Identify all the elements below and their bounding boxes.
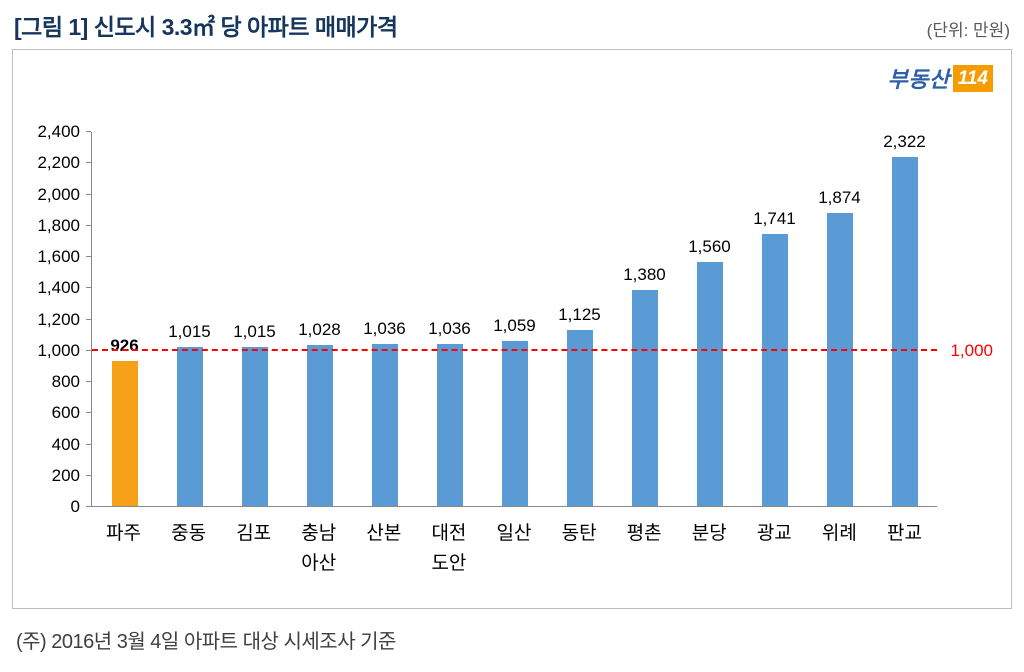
bar xyxy=(696,262,723,506)
bar-value-label: 1,015 xyxy=(233,322,276,342)
x-axis-label: 광교 xyxy=(756,523,792,544)
bar xyxy=(241,347,268,506)
brand-logo-badge: 114 xyxy=(952,64,993,92)
y-tick-label: 200 xyxy=(51,465,80,485)
bar-value-label: 1,015 xyxy=(168,322,211,342)
page-title: [그림 1] 신도시 3.3㎡ 당 아파트 매매가격 xyxy=(14,14,398,40)
bar-column: 1,741 xyxy=(742,132,807,506)
y-tick-label: 800 xyxy=(51,372,80,391)
bar-column: 1,015 xyxy=(222,132,287,506)
reference-line-label: 1,000 xyxy=(950,340,993,360)
brand-logo-text: 부동산 xyxy=(887,67,950,92)
y-tick-mark xyxy=(86,287,91,289)
bar xyxy=(436,344,463,506)
plot-outer: 926 1,015 1,015 1,028 1,036 1,036 1,059 1,125 1,… xyxy=(91,132,999,579)
y-tick-mark xyxy=(86,474,91,476)
bar-value-label: 1,874 xyxy=(818,188,861,208)
bar-column: 1,028 xyxy=(287,132,352,506)
bar-chart: 0 200 400 600 800 1,000 1,200 1,400 1,600 1,800 2,… xyxy=(29,122,999,579)
bar xyxy=(501,340,528,506)
bar-value-label: 926 xyxy=(110,336,139,356)
y-tick-label: 1,000 xyxy=(37,340,80,360)
bar-column: 1,125 xyxy=(547,132,612,506)
bar-column: 1,015 xyxy=(157,132,222,506)
bar xyxy=(111,361,138,506)
y-tick-mark xyxy=(86,381,91,382)
bar xyxy=(371,344,398,506)
bar-column: 2,322 xyxy=(872,132,937,506)
bar-column: 1,059 xyxy=(482,132,547,506)
bar-value-label: 1,380 xyxy=(623,265,666,285)
y-tick-label: 2,000 xyxy=(37,184,80,204)
bar-value-label: 1,125 xyxy=(558,305,601,325)
x-axis-label: 산본 xyxy=(366,523,402,544)
y-tick-mark xyxy=(86,162,91,164)
plot-area: 926 1,015 1,015 1,028 1,036 1,036 1,059 1,125 1,… xyxy=(91,132,937,507)
page: [그림 1] 신도시 3.3㎡ 당 아파트 매매가격 (단위: 만원) 부동산 … xyxy=(12,6,1012,653)
x-axis-label: 김포 xyxy=(236,523,272,544)
header: [그림 1] 신도시 3.3㎡ 당 아파트 매매가격 (단위: 만원) xyxy=(12,6,1012,49)
bar-column: 1,380 xyxy=(612,132,677,506)
bar-value-label: 2,322 xyxy=(883,132,926,151)
bar-value-label: 1,059 xyxy=(493,315,536,335)
bar xyxy=(631,290,658,506)
x-axis-label: 평촌 xyxy=(626,523,662,544)
y-tick-label: 600 xyxy=(51,403,80,423)
x-axis-label: 대전 도안 xyxy=(431,523,467,574)
footnote: (주) 2016년 3월 4일 아파트 대상 시세조사 기준 xyxy=(16,631,396,653)
y-tick-mark xyxy=(86,256,91,257)
y-tick-label: 1,800 xyxy=(37,215,80,235)
bar-column: 926 xyxy=(92,132,157,506)
x-axis-labels: 파주 중동 김포 충남 아산 산본 대전 도안 일산 동탄 평촌 분당 광교 위례 판교 xyxy=(91,507,937,579)
x-axis-label: 분당 xyxy=(691,523,727,544)
bar xyxy=(176,347,203,506)
y-tick-mark xyxy=(86,506,91,507)
y-tick-mark xyxy=(86,224,91,226)
x-axis-label: 위례 xyxy=(821,523,857,544)
bar xyxy=(826,213,853,506)
y-tick-label: 2,400 xyxy=(37,122,80,141)
bar-value-label: 1,741 xyxy=(753,208,796,228)
y-tick-label: 400 xyxy=(51,434,80,454)
y-tick-mark xyxy=(86,318,91,320)
y-tick-mark xyxy=(86,131,91,132)
chart-box: 부동산 114 0 200 400 600 800 1,000 1,200 1,400 1,60… xyxy=(12,49,1012,609)
bar-column: 1,560 xyxy=(677,132,742,506)
y-axis: 0 200 400 600 800 1,000 1,200 1,400 1,600 1,800 2,… xyxy=(29,122,91,516)
bar xyxy=(566,330,593,506)
brand-logo: 부동산 114 xyxy=(887,62,993,94)
bar-column: 1,874 xyxy=(807,132,872,506)
y-tick-mark xyxy=(86,349,91,351)
x-axis-label: 판교 xyxy=(886,523,922,544)
unit-label: (단위: 만원) xyxy=(926,21,1010,40)
x-axis-label: 파주 xyxy=(106,523,142,544)
bar-column: 1,036 xyxy=(417,132,482,506)
bar xyxy=(306,345,333,506)
bar-value-label: 1,028 xyxy=(298,320,341,340)
x-axis-label: 일산 xyxy=(496,523,532,544)
x-axis-label: 중동 xyxy=(171,523,207,544)
x-axis-label: 동탄 xyxy=(561,523,597,544)
y-tick-mark xyxy=(86,193,91,195)
x-axis-label: 충남 아산 xyxy=(301,523,337,574)
bar xyxy=(761,233,788,506)
bar-column: 1,036 xyxy=(352,132,417,506)
reference-line xyxy=(92,348,937,351)
y-tick-label: 1,600 xyxy=(37,247,80,266)
bar xyxy=(891,157,918,506)
bar-value-label: 1,036 xyxy=(363,319,406,339)
y-tick-label: 1,200 xyxy=(37,309,80,329)
y-tick-label: 0 xyxy=(70,497,80,516)
y-tick-label: 2,200 xyxy=(37,153,80,173)
y-tick-mark xyxy=(86,412,91,414)
y-tick-mark xyxy=(86,443,91,445)
bar-value-label: 1,036 xyxy=(428,319,471,339)
bar-value-label: 1,560 xyxy=(688,237,731,257)
y-tick-label: 1,400 xyxy=(37,278,80,298)
